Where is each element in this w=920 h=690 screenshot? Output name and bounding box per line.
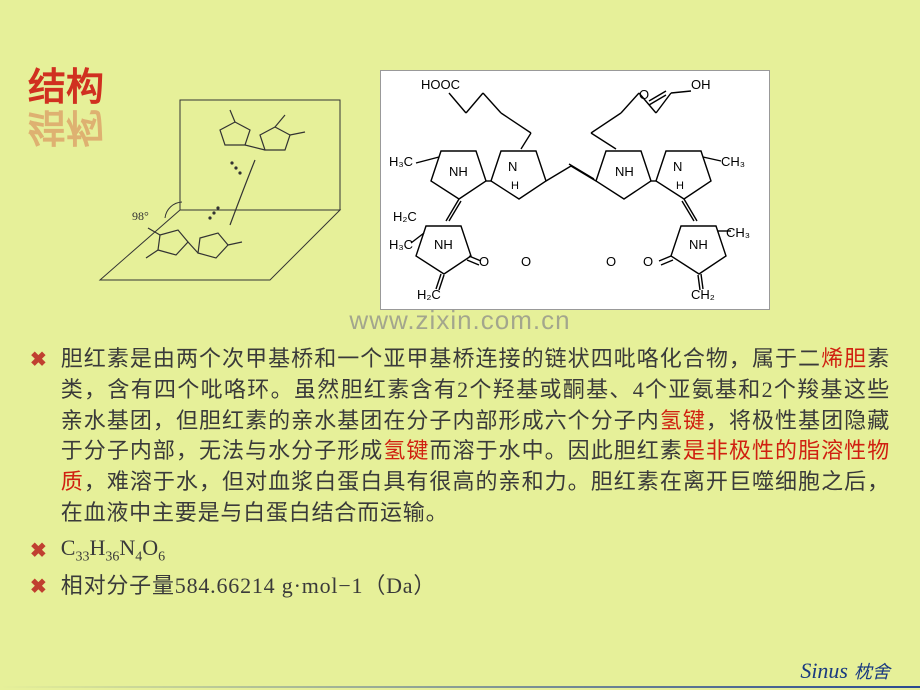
label-nh-2: NH: [615, 164, 634, 179]
label-h2c-1: H₂C: [393, 209, 417, 224]
molecular-formula: C33H36N4O6: [61, 535, 165, 565]
angle-label: 98°: [132, 209, 149, 223]
label-n-1: N: [508, 159, 517, 174]
label-oh: OH: [691, 77, 711, 92]
label-h-1: H: [511, 180, 519, 192]
label-h2c-2: H₂C: [417, 287, 441, 302]
label-o-5: O: [606, 254, 616, 269]
label-ch3-2: CH₃: [726, 225, 750, 240]
label-ch2: CH₂: [691, 287, 715, 302]
bilirubin-2d-structure: HOOC OH O H₃C NH N H NH: [380, 70, 770, 310]
bullet-item-2: ✖ C33H36N4O6: [30, 535, 890, 565]
bullet-icon: ✖: [30, 538, 47, 563]
label-o-3: O: [643, 254, 653, 269]
bullet-icon: ✖: [30, 347, 47, 372]
bullet-item-1: ✖ 胆红素是由两个次甲基桥和一个亚甲基桥连接的链状四吡咯化合物，属于二烯胆素类，…: [30, 344, 890, 529]
label-hooc: HOOC: [421, 77, 460, 92]
bullet-icon: ✖: [30, 574, 47, 599]
label-h3c-2: H₃C: [389, 237, 413, 252]
footer-logo: Sinus枕舍: [800, 658, 890, 684]
label-nh-4: NH: [689, 237, 708, 252]
molecular-weight: 相对分子量584.66214 g·mol−1（Da）: [61, 571, 436, 602]
footer-line: [0, 686, 920, 688]
label-h-2: H: [676, 180, 684, 192]
bilirubin-3d-diagram: 98°: [60, 90, 360, 290]
label-o-4: O: [521, 254, 531, 269]
label-nh-1: NH: [449, 164, 468, 179]
main-paragraph: 胆红素是由两个次甲基桥和一个亚甲基桥连接的链状四吡咯化合物，属于二烯胆素类，含有…: [61, 344, 890, 529]
label-ch3-1: CH₃: [721, 154, 745, 169]
watermark: www.zixin.com.cn: [349, 305, 570, 336]
bullet-item-3: ✖ 相对分子量584.66214 g·mol−1（Da）: [30, 571, 890, 602]
content-block: ✖ 胆红素是由两个次甲基桥和一个亚甲基桥连接的链状四吡咯化合物，属于二烯胆素类，…: [30, 344, 890, 608]
label-nh-3: NH: [434, 237, 453, 252]
label-h3c-1: H₃C: [389, 154, 413, 169]
label-n-2: N: [673, 159, 682, 174]
